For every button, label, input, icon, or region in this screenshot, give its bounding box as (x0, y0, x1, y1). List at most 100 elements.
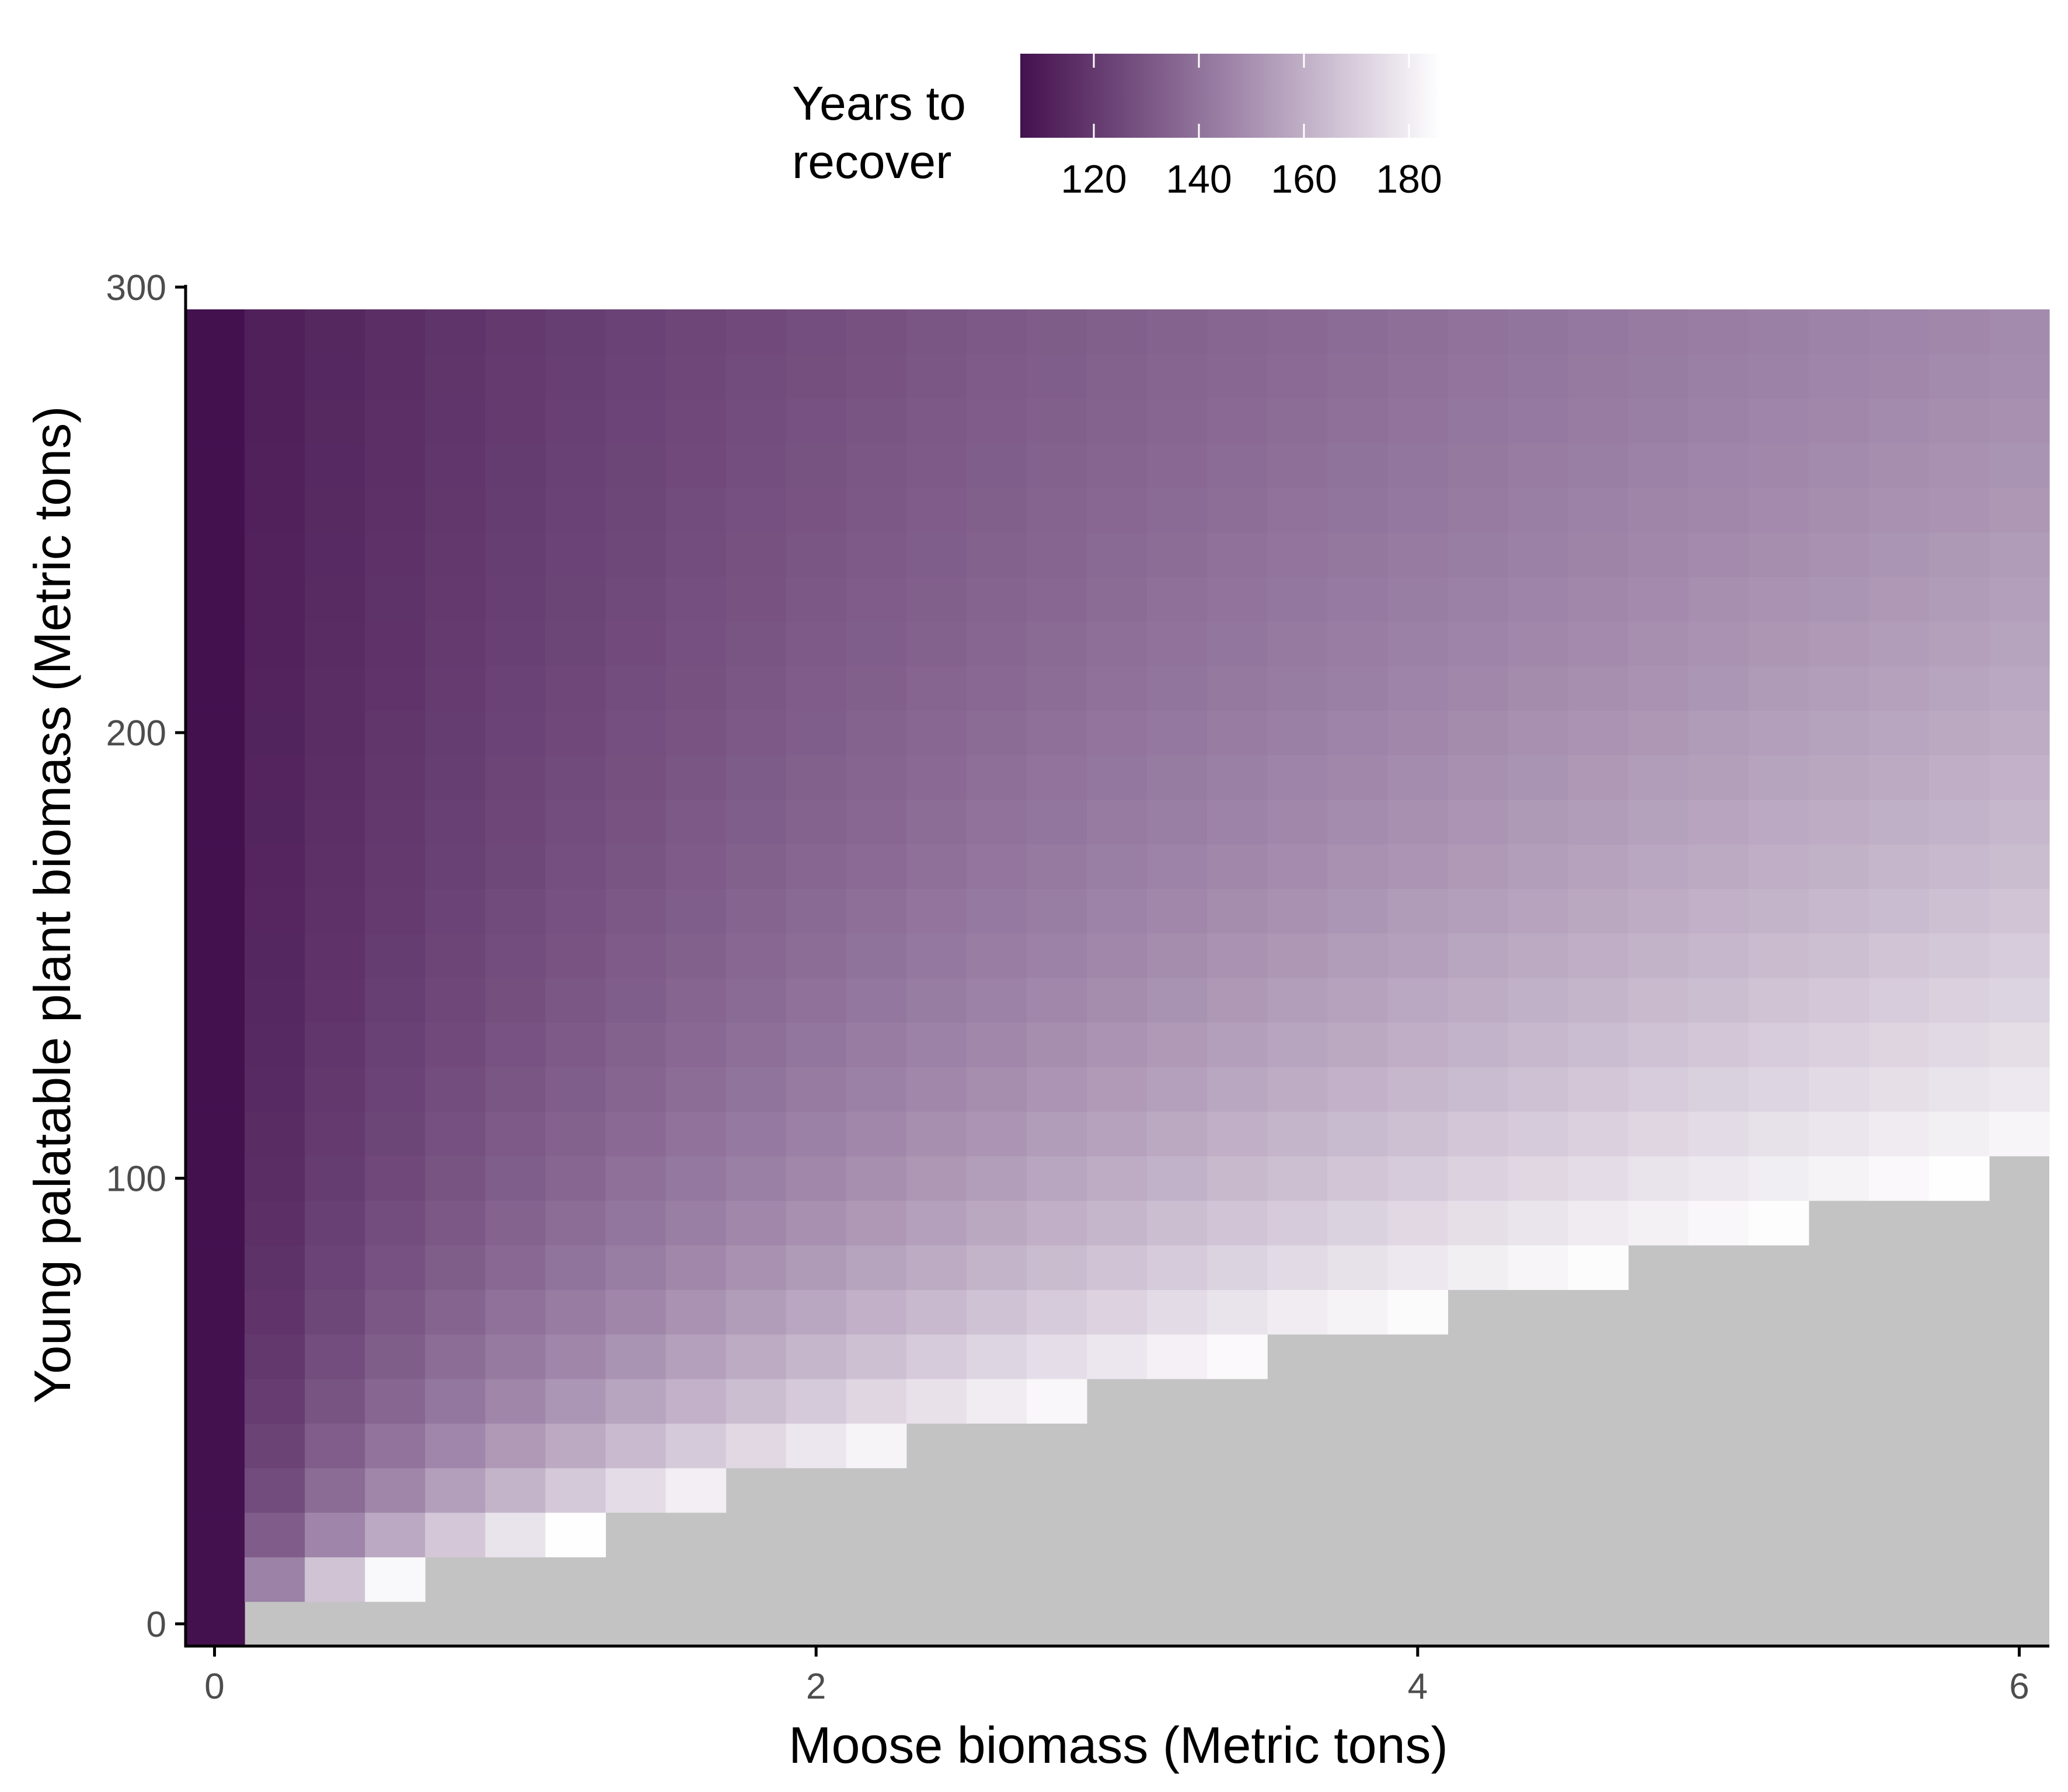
heatmap-cell (1808, 487, 1870, 533)
heatmap-cell (786, 978, 847, 1023)
heatmap-cell (1568, 309, 1629, 354)
heatmap-cell (485, 1156, 546, 1201)
heatmap-cell (1387, 755, 1448, 800)
heatmap-cell (906, 665, 967, 711)
heatmap-cell (1568, 888, 1629, 934)
heatmap-cell (786, 577, 847, 622)
heatmap-cell (365, 755, 426, 800)
heatmap-cell (1327, 443, 1388, 488)
heatmap-cell (245, 577, 305, 622)
heatmap-cell (906, 1245, 967, 1290)
heatmap-cell (425, 1022, 486, 1068)
heatmap-cell (846, 1156, 907, 1201)
heatmap-cell (1267, 398, 1328, 444)
heatmap-cell (1748, 978, 1809, 1023)
heatmap-cell (1748, 799, 1809, 845)
heatmap-cell (605, 1423, 667, 1469)
heatmap-cell (485, 1467, 546, 1513)
heatmap-cell (1989, 443, 2050, 488)
heatmap-cell (1868, 443, 1930, 488)
heatmap-cell (1207, 755, 1268, 800)
heatmap-cell (1808, 844, 1870, 889)
heatmap-cell (365, 1512, 426, 1557)
heatmap-cell (1086, 1245, 1148, 1290)
heatmap-cell (1928, 621, 1990, 667)
heatmap-cell (1327, 1111, 1388, 1156)
heatmap-cell (1327, 487, 1388, 533)
heatmap-cell (1147, 799, 1208, 845)
heatmap-cell (906, 1156, 967, 1201)
heatmap-cell (1928, 398, 1990, 444)
heatmap-cell (1808, 398, 1870, 444)
heatmap-cell (1808, 755, 1870, 800)
heatmap-cell (1808, 577, 1870, 622)
heatmap-cell (1267, 755, 1328, 800)
heatmap-cell (545, 1289, 606, 1335)
heatmap-cell (1086, 1156, 1148, 1201)
heatmap-cell (184, 1601, 245, 1647)
heatmap-cell (1327, 888, 1388, 934)
heatmap-cell (1207, 1200, 1268, 1246)
heatmap-cell (1147, 933, 1208, 978)
heatmap-cell (665, 1379, 727, 1424)
heatmap-cell (1086, 577, 1148, 622)
heatmap-cell (1086, 799, 1148, 845)
heatmap-cell (1448, 933, 1509, 978)
heatmap-cell (1989, 1111, 2050, 1156)
heatmap-cell (1688, 487, 1749, 533)
heatmap-cell (605, 621, 667, 667)
heatmap-cell (1868, 398, 1930, 444)
heatmap-cell (1207, 1245, 1268, 1290)
heatmap-cell (665, 309, 727, 354)
heatmap-cell (1688, 309, 1749, 354)
heatmap-cell (1688, 1200, 1749, 1246)
heatmap-cell (1026, 1022, 1087, 1068)
heatmap-cell (1448, 398, 1509, 444)
heatmap-cell (1147, 1289, 1208, 1335)
heatmap-cell (906, 1334, 967, 1379)
heatmap-cell (1628, 487, 1689, 533)
heatmap-cell (1568, 978, 1629, 1023)
heatmap-cell (1868, 621, 1930, 667)
heatmap-cell (1448, 799, 1509, 845)
heatmap-cell (545, 1066, 606, 1112)
heatmap-cell (1086, 844, 1148, 889)
heatmap-cell (1688, 577, 1749, 622)
heatmap-cell (1147, 844, 1208, 889)
heatmap-cell (1207, 933, 1268, 978)
heatmap-cell (425, 1111, 486, 1156)
heatmap-cell (1086, 398, 1148, 444)
legend: Years to recover 120 140 160 180 (792, 54, 1442, 201)
heatmap-cell (1448, 710, 1509, 755)
heatmap-cell (365, 665, 426, 711)
heatmap-cell (665, 755, 727, 800)
heatmap-cell (1808, 888, 1870, 934)
heatmap-cell (1267, 710, 1328, 755)
heatmap-cell (1568, 487, 1629, 533)
heatmap-cell (966, 710, 1027, 755)
heatmap-cell (1147, 621, 1208, 667)
heatmap-cell (906, 1111, 967, 1156)
heatmap-cell (1327, 978, 1388, 1023)
heatmap-cell (485, 487, 546, 533)
heatmap-cell (245, 1467, 305, 1513)
heatmap-cell (1568, 1066, 1629, 1112)
heatmap-cell (365, 1289, 426, 1335)
heatmap-cell (1327, 1066, 1388, 1112)
heatmap-cell (1448, 532, 1509, 577)
heatmap-cell (1868, 532, 1930, 577)
heatmap-cell (1327, 755, 1388, 800)
heatmap-cell (1928, 1022, 1990, 1068)
heatmap-cell (1808, 799, 1870, 845)
heatmap-cell (1026, 1111, 1087, 1156)
heatmap-cell (545, 532, 606, 577)
heatmap-cell (1568, 665, 1629, 711)
heatmap-cell (1928, 799, 1990, 845)
heatmap-cell (1267, 888, 1328, 934)
y-axis-title: Young palatable plant biomass (Metric to… (23, 406, 81, 1404)
heatmap-cell (1628, 665, 1689, 711)
heatmap-cell (786, 621, 847, 667)
heatmap-cell (846, 398, 907, 444)
heatmap-cell (365, 1022, 426, 1068)
heatmap-cell (1448, 978, 1509, 1023)
